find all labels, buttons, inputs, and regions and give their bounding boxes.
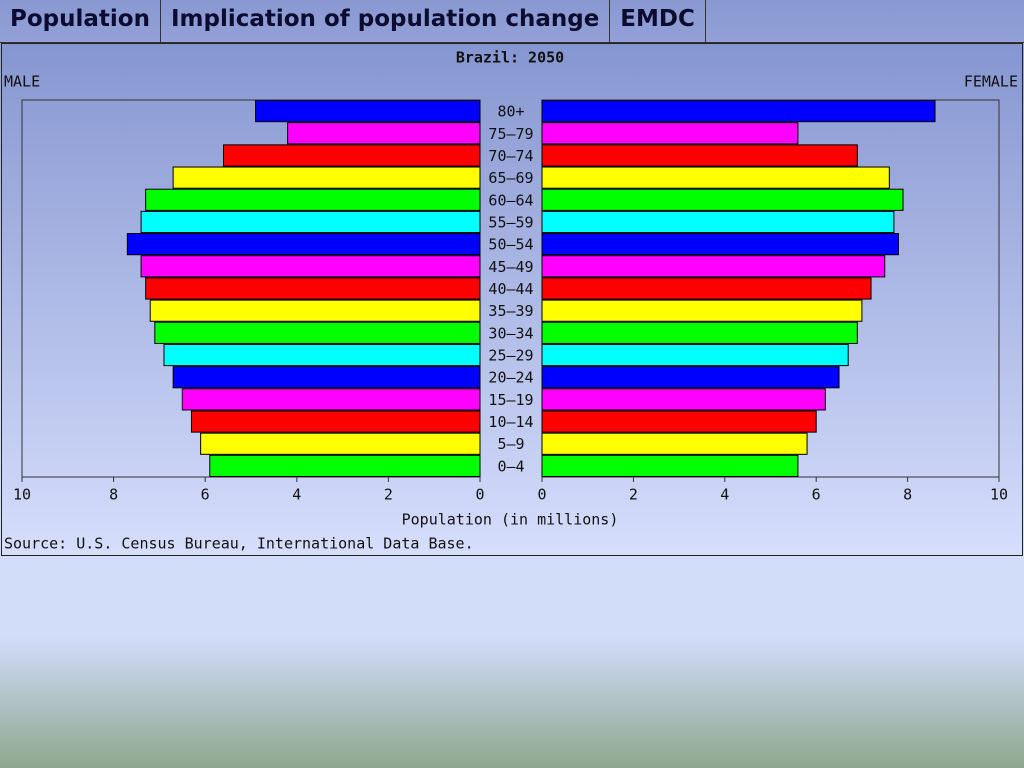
y-tick-label: 40–44 [488, 280, 533, 298]
bar-female [541, 100, 936, 123]
bar-male [163, 343, 481, 367]
x-axis-label: Population (in millions) [402, 511, 619, 529]
bar-female [541, 188, 904, 211]
y-tick-label: 10–14 [488, 413, 533, 431]
bar-female [541, 122, 799, 145]
bar-female [541, 210, 895, 234]
y-tick-label: 35–39 [488, 302, 533, 320]
y-tick-label: 0–4 [497, 457, 524, 475]
bar-female [541, 454, 799, 477]
bar-male [145, 277, 481, 300]
y-tick-label: 45–49 [488, 258, 533, 276]
bar-female [541, 388, 826, 411]
bar-female [541, 432, 808, 455]
y-tick-label: 80+ [497, 103, 524, 121]
bar-male [140, 210, 481, 234]
bar-female [541, 277, 872, 300]
x-tick-label: 8 [109, 486, 118, 504]
bar-female [541, 299, 863, 322]
y-tick-label: 70–74 [488, 147, 533, 165]
bar-female [541, 233, 899, 256]
bar-male [172, 166, 481, 189]
bar-female [541, 410, 817, 433]
bar-male [149, 299, 481, 322]
chart-title: Brazil: 2050 [456, 49, 564, 67]
tab[interactable]: Implication of population change [161, 0, 611, 42]
x-tick-label: 4 [292, 486, 301, 504]
y-tick-label: 30–34 [488, 324, 533, 342]
x-tick-label: 2 [629, 486, 638, 504]
bar-male [287, 122, 481, 145]
x-tick-label: 6 [201, 486, 210, 504]
x-tick-label: 6 [812, 486, 821, 504]
bar-male [209, 454, 481, 477]
bar-female [541, 255, 886, 278]
y-tick-label: 60–64 [488, 191, 533, 209]
y-tick-label: 75–79 [488, 125, 533, 143]
x-tick-label: 0 [537, 486, 546, 504]
x-tick-label: 2 [384, 486, 393, 504]
y-tick-label: 25–29 [488, 347, 533, 365]
x-tick-label: 10 [13, 486, 31, 504]
x-tick-label: 0 [475, 486, 484, 504]
x-tick-label: 10 [990, 486, 1008, 504]
tab[interactable]: EMDC [610, 0, 706, 42]
y-tick-label: 5–9 [497, 435, 524, 453]
bar-male [181, 388, 481, 411]
source: Source: U.S. Census Bureau, Internationa… [4, 535, 474, 553]
tab-bar: Population Implication of population cha… [0, 0, 1024, 43]
bar-male [126, 233, 481, 256]
bar-male [255, 100, 481, 123]
bar-female [541, 144, 858, 167]
x-tick-label: 4 [720, 486, 729, 504]
y-tick-label: 50–54 [488, 236, 533, 254]
bar-male [154, 321, 481, 344]
bar-female [541, 366, 840, 389]
legend-female: FEMALE [964, 73, 1018, 91]
bar-female [541, 343, 849, 367]
bar-male [145, 188, 481, 211]
y-tick-label: 15–19 [488, 391, 533, 409]
legend-male: MALE [4, 73, 40, 91]
y-tick-label: 20–24 [488, 369, 533, 387]
bar-female [541, 321, 858, 344]
x-tick-label: 8 [903, 486, 912, 504]
bar-male [223, 144, 481, 167]
bar-female [541, 166, 890, 189]
bar-male [140, 255, 481, 278]
chart: Brazil: 2050 MALE FEMALE Population (in … [4, 49, 1018, 553]
y-tick-label: 55–59 [488, 213, 533, 231]
y-tick-label: 65–69 [488, 169, 533, 187]
bar-male [200, 432, 481, 455]
bar-male [190, 410, 481, 433]
bar-male [172, 366, 481, 389]
tab[interactable]: Population [0, 0, 161, 42]
